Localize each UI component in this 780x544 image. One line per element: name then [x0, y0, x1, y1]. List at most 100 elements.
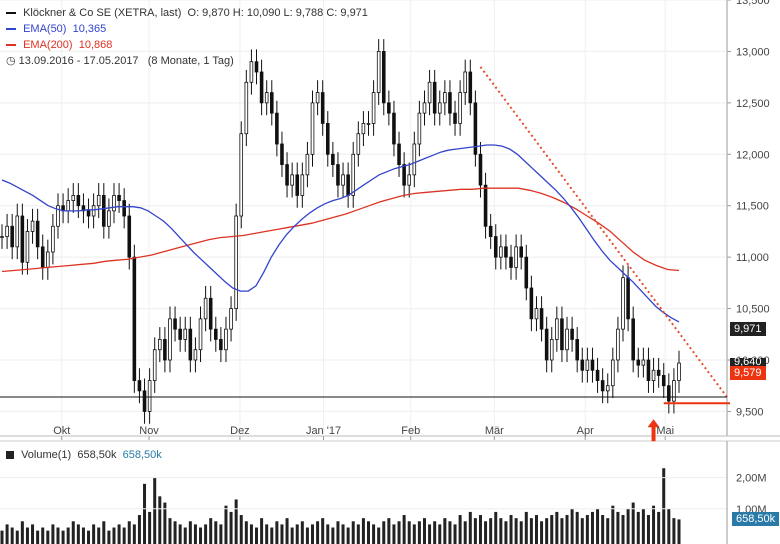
- volume-bar: [428, 524, 432, 544]
- candle-body: [468, 71, 473, 104]
- candle-body: [605, 385, 610, 392]
- candle-body: [198, 318, 203, 351]
- chart-legend: Klöckner & Co SE (XETRA, last) O: 9,870 …: [6, 5, 368, 69]
- volume-bar: [331, 527, 335, 544]
- volume-bar: [92, 524, 96, 544]
- volume-bar: [484, 521, 488, 544]
- volume-bar: [199, 527, 203, 544]
- volume-bar: [0, 530, 4, 544]
- candle-body: [132, 256, 137, 381]
- volume-bar: [646, 515, 650, 544]
- volume-bar: [214, 521, 218, 544]
- volume-bar: [372, 524, 376, 544]
- x-tick-label: Feb: [401, 425, 420, 437]
- y-tick-label: 11,500: [736, 201, 769, 213]
- y-tick-label: 13,000: [736, 46, 770, 58]
- volume-bar: [636, 511, 640, 544]
- volume-bar: [443, 518, 447, 544]
- volume-bar: [76, 524, 80, 544]
- volume-bar: [463, 521, 467, 544]
- volume-bar: [458, 515, 462, 544]
- volume-bar: [41, 527, 45, 544]
- volume-bar: [575, 511, 579, 544]
- candle-body: [585, 359, 590, 371]
- y-tick-label: 13,500: [736, 0, 770, 7]
- volume-bar: [229, 511, 233, 544]
- volume-bar: [382, 521, 386, 544]
- candle-body: [336, 164, 340, 186]
- candle-body: [224, 328, 228, 351]
- volume-bar: [280, 524, 284, 544]
- candle-body: [463, 71, 467, 93]
- candle-body: [147, 380, 152, 412]
- candle-body: [621, 277, 625, 330]
- volume-bar: [677, 519, 681, 544]
- candle-body: [239, 133, 244, 217]
- volume-bar: [193, 524, 197, 544]
- candle-body: [534, 308, 539, 320]
- instrument-title: Klöckner & Co SE (XETRA, last): [23, 7, 182, 19]
- candle-body: [458, 92, 462, 124]
- candle-body: [325, 123, 330, 155]
- volume-bar: [158, 496, 162, 544]
- candle-body: [570, 328, 574, 340]
- candle-body: [320, 92, 325, 124]
- volume-bar: [652, 505, 656, 544]
- volume-bar: [10, 527, 14, 544]
- volume-bar: [300, 521, 304, 544]
- candle-body: [351, 153, 356, 196]
- candle-body: [549, 339, 554, 361]
- candle-body: [407, 174, 412, 186]
- volume-bar: [392, 524, 396, 544]
- volume-legend: Volume(1) 658,50k 658,50k: [6, 449, 162, 461]
- volume-bar: [15, 530, 19, 544]
- candle-body: [590, 359, 595, 371]
- legend-ema50-row: EMA(50) 10,365: [6, 21, 368, 37]
- candle-body: [71, 195, 76, 201]
- volume-bar: [20, 521, 24, 544]
- volume-bar: [102, 521, 106, 544]
- volume-bar: [494, 511, 498, 544]
- volume-bar: [657, 511, 661, 544]
- volume-bar: [616, 511, 620, 544]
- volume-bar: [641, 508, 645, 544]
- range-detail: (8 Monate, 1 Tag): [147, 55, 234, 67]
- candle-body: [595, 369, 600, 381]
- volume-bar: [585, 515, 589, 544]
- candle-body: [300, 174, 305, 196]
- volume-bar: [540, 521, 544, 544]
- candle-body: [544, 328, 549, 361]
- candle-body: [259, 71, 264, 104]
- volume-bar: [173, 521, 177, 544]
- volume-bar: [346, 527, 350, 544]
- volume-bar: [270, 527, 274, 544]
- volume-bar: [499, 518, 503, 544]
- candle-body: [651, 369, 656, 381]
- volume-bar: [244, 521, 248, 544]
- candle-body: [0, 236, 4, 238]
- volume-bar: [361, 518, 365, 544]
- volume-bar: [188, 521, 192, 544]
- volume-bar: [239, 515, 243, 544]
- y-tick-label: 10,500: [736, 304, 770, 316]
- candle-body: [208, 297, 213, 330]
- volume-bar: [407, 521, 411, 544]
- volume-bar: [514, 518, 518, 544]
- candle-body: [631, 318, 635, 361]
- candle-body: [91, 205, 96, 217]
- volume-bar: [524, 511, 528, 544]
- candle-body: [310, 102, 315, 155]
- volume-bar: [224, 505, 228, 544]
- candle-body: [539, 308, 544, 330]
- volume-bar: [580, 518, 584, 544]
- candle-body: [315, 92, 320, 104]
- candle-body: [432, 81, 437, 114]
- ema50-value: 10,365: [72, 23, 107, 35]
- candle-body: [280, 143, 284, 165]
- volume-bar: [534, 515, 538, 544]
- last-price-tag: 9,971: [730, 322, 766, 336]
- candle-body: [672, 380, 676, 402]
- x-tick-label: Nov: [139, 425, 159, 437]
- volume-bar: [81, 527, 85, 544]
